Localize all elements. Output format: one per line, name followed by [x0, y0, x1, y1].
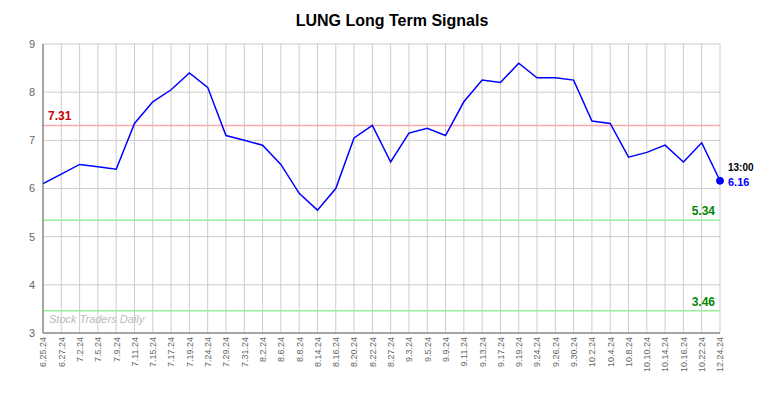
svg-text:7.9.24: 7.9.24 [112, 337, 122, 362]
svg-text:9: 9 [29, 38, 35, 50]
svg-text:7.29.24: 7.29.24 [221, 337, 231, 367]
svg-text:10.10.24: 10.10.24 [642, 337, 652, 372]
svg-text:4: 4 [29, 279, 35, 291]
svg-text:8.20.24: 8.20.24 [349, 337, 359, 367]
svg-text:9.9.24: 9.9.24 [441, 337, 451, 362]
svg-text:9.5.24: 9.5.24 [423, 337, 433, 362]
svg-text:9.24.24: 9.24.24 [532, 337, 542, 367]
svg-text:7.2.24: 7.2.24 [75, 337, 85, 362]
svg-text:7.17.24: 7.17.24 [166, 337, 176, 367]
svg-text:10.16.24: 10.16.24 [679, 337, 689, 372]
svg-text:13:00: 13:00 [728, 162, 754, 173]
svg-text:6.25.24: 6.25.24 [38, 337, 48, 367]
svg-text:8.27.24: 8.27.24 [386, 337, 396, 367]
html-text:LUNG Long Term Signals: LUNG Long Term Signals [295, 12, 489, 29]
svg-text:3: 3 [29, 327, 35, 339]
svg-text:9.11.24: 9.11.24 [459, 337, 469, 366]
svg-text:9.30.24: 9.30.24 [569, 337, 579, 367]
svg-text:9.26.24: 9.26.24 [551, 337, 561, 367]
svg-text:9.13.24: 9.13.24 [478, 337, 488, 367]
svg-text:12.24.24: 12.24.24 [715, 337, 725, 372]
svg-text:5.34: 5.34 [692, 204, 716, 218]
svg-text:7.5.24: 7.5.24 [93, 337, 103, 362]
svg-text:8.22.24: 8.22.24 [368, 337, 378, 367]
svg-text:8.14.24: 8.14.24 [313, 337, 323, 367]
svg-text:9.3.24: 9.3.24 [404, 337, 414, 362]
svg-text:7.15.24: 7.15.24 [148, 337, 158, 367]
svg-text:7: 7 [29, 134, 35, 146]
svg-text:10.22.24: 10.22.24 [697, 337, 707, 372]
svg-text:7.31.24: 7.31.24 [240, 337, 250, 367]
svg-text:8.16.24: 8.16.24 [331, 337, 341, 367]
svg-text:9.19.24: 9.19.24 [514, 337, 524, 367]
svg-text:7.19.24: 7.19.24 [185, 337, 195, 367]
svg-text:10.14.24: 10.14.24 [660, 337, 670, 372]
svg-text:8: 8 [29, 86, 35, 98]
svg-text:5: 5 [29, 231, 35, 243]
svg-text:10.8.24: 10.8.24 [624, 337, 634, 367]
svg-text:6.16: 6.16 [728, 176, 749, 188]
svg-text:8.2.24: 8.2.24 [258, 337, 268, 362]
svg-text:10.2.24: 10.2.24 [587, 337, 597, 367]
svg-text:3.46: 3.46 [692, 295, 716, 309]
html-text:Stock Traders Daily: Stock Traders Daily [49, 313, 145, 325]
svg-text:7.24.24: 7.24.24 [203, 337, 213, 367]
svg-text:7.31: 7.31 [48, 109, 72, 123]
svg-text:8.6.24: 8.6.24 [276, 337, 286, 362]
svg-text:9.17.24: 9.17.24 [496, 337, 506, 367]
svg-text:6.27.24: 6.27.24 [57, 337, 67, 367]
svg-text:7.11.24: 7.11.24 [130, 337, 140, 366]
svg-text:6: 6 [29, 182, 35, 194]
svg-text:10.4.24: 10.4.24 [606, 337, 616, 367]
svg-text:8.8.24: 8.8.24 [295, 337, 305, 362]
